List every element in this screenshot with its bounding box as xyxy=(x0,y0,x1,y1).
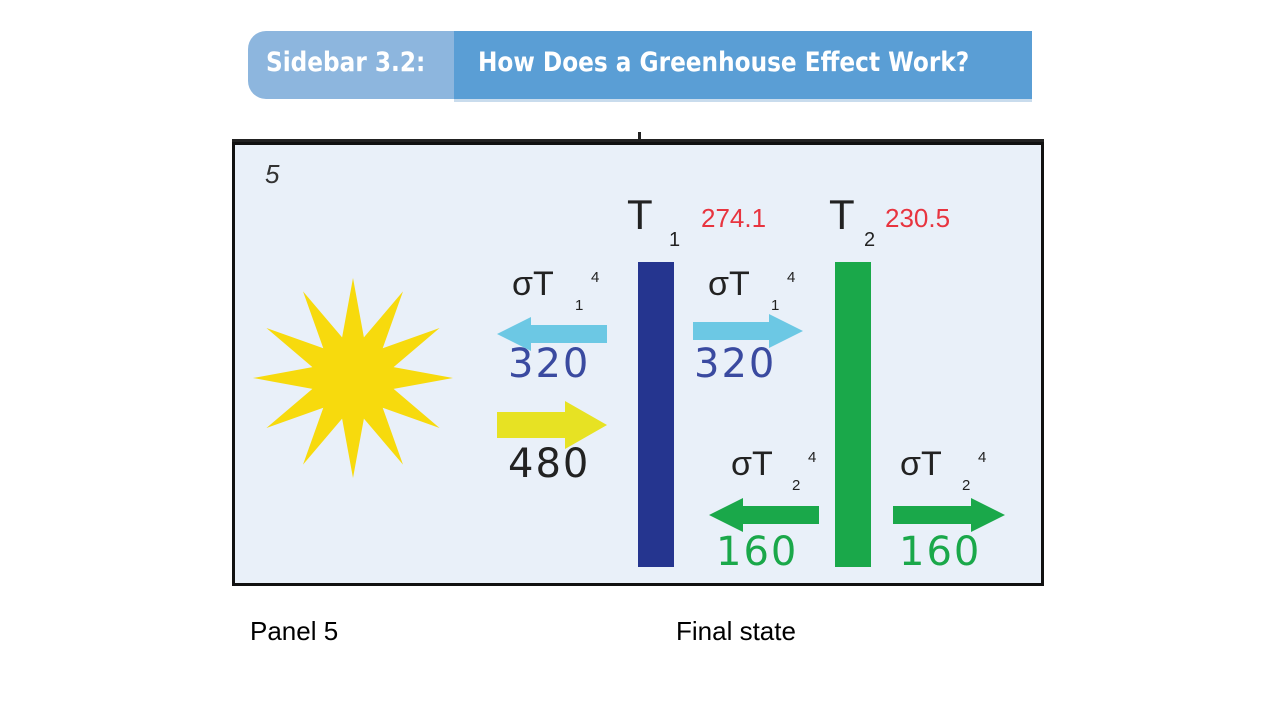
flux-layer2-left-value: 160 xyxy=(716,529,799,575)
divider-tick xyxy=(638,132,641,140)
flux-arrow-solar xyxy=(497,401,607,449)
sidebar-banner: Sidebar 3.2: How Does a Greenhouse Effec… xyxy=(248,31,1032,102)
flux-layer1-left-formula: σT xyxy=(512,265,554,303)
banner-label-box xyxy=(248,31,454,99)
flux-layer1-left-value: 320 xyxy=(508,341,591,387)
flux-layer2-right-value: 160 xyxy=(899,529,982,575)
sidebar-label: Sidebar 3.2: xyxy=(266,47,426,78)
layer-1-subscript: 1 xyxy=(669,229,681,251)
flux-layer1-left-sup: 4 xyxy=(591,269,600,286)
divider-line xyxy=(232,139,1044,142)
banner-title-box xyxy=(454,31,1032,99)
flux-arrow-layer2-left xyxy=(709,498,819,532)
sun-icon xyxy=(253,278,453,478)
flux-arrow-layer1-right xyxy=(693,314,803,348)
banner-shadow xyxy=(454,99,1032,102)
flux-layer2-left-formula: σT xyxy=(731,445,773,483)
flux-layer1-right-sup: 4 xyxy=(787,269,796,286)
layer-2-bar xyxy=(835,262,871,567)
flux-layer1-right-sub: 1 xyxy=(771,297,780,314)
layer-1-bar xyxy=(638,262,674,567)
flux-layer2-right-sup: 4 xyxy=(978,449,987,466)
flux-arrow-layer1-left xyxy=(497,317,607,351)
flux-layer2-right-formula: σT xyxy=(900,445,942,483)
layer-2-temperature: 230.5 xyxy=(885,203,951,233)
diagram-graphics xyxy=(253,262,1005,567)
layer-1-symbol: T xyxy=(627,191,653,238)
panel-number: 5 xyxy=(265,159,280,189)
flux-layer2-left-sub: 2 xyxy=(792,477,801,494)
layer-1-temperature: 274.1 xyxy=(701,203,767,233)
caption-state: Final state xyxy=(676,616,796,646)
flux-layer1-right-value: 320 xyxy=(694,341,777,387)
flux-layer2-right-sub: 2 xyxy=(962,477,971,494)
diagram-panel: 5 T 1 274.1 T 2 230.5 σT 1 4 320 σT 1 4 … xyxy=(232,142,1044,586)
layer-2-subscript: 2 xyxy=(864,229,876,251)
flux-arrow-layer2-right xyxy=(893,498,1005,532)
sidebar-title: How Does a Greenhouse Effect Work? xyxy=(478,47,970,78)
caption-panel: Panel 5 xyxy=(250,616,339,646)
flux-solar-value: 480 xyxy=(508,441,591,487)
flux-layer1-right-formula: σT xyxy=(708,265,750,303)
layer-2-symbol: T xyxy=(829,191,855,238)
flux-layer2-left-sup: 4 xyxy=(808,449,817,466)
flux-layer1-left-sub: 1 xyxy=(575,297,584,314)
